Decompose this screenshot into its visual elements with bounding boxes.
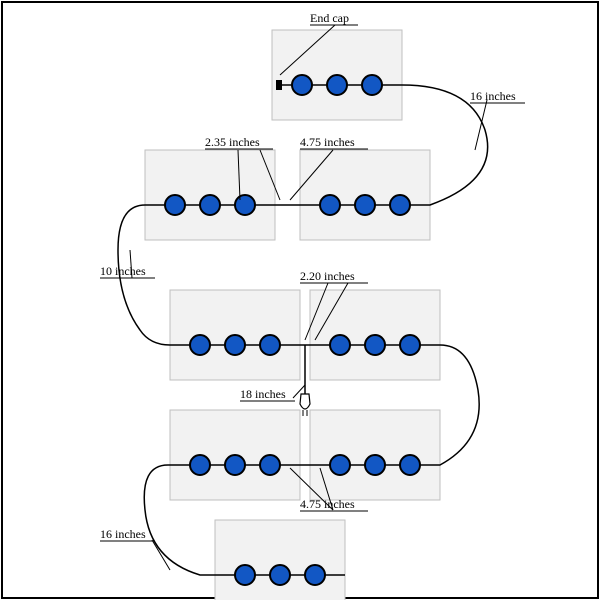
plug-icon [300,394,310,409]
dimension-label: 16 inches [100,527,146,541]
bulb [292,75,312,95]
bulb [330,335,350,355]
bulb [365,335,385,355]
dimension-label: 2.35 inches [205,135,260,149]
bulb [260,335,280,355]
dimension-label: 4.75 inches [300,135,355,149]
dimension-label: 10 inches [100,264,146,278]
bulb [400,455,420,475]
bulb [365,455,385,475]
bulb [190,335,210,355]
bulb [305,565,325,585]
bulb [235,195,255,215]
bulb [225,455,245,475]
bulb [190,455,210,475]
bulb [200,195,220,215]
bulb [320,195,340,215]
dimension-label: End cap [310,11,349,25]
end-cap [276,80,282,90]
bulb [327,75,347,95]
dimension-label: 16 inches [470,89,516,103]
wiring-diagram: End cap 16 inches 2.35 inches 4.75 inches 10… [0,0,600,600]
dimension-label: 2.20 inches [300,269,355,283]
bulb [400,335,420,355]
battery-box [215,520,345,600]
bulb [235,565,255,585]
bulb [330,455,350,475]
dimension-label: 4.75 inches [300,497,355,511]
dimension-label: 18 inches [240,387,286,401]
bulb [390,195,410,215]
bulb [225,335,245,355]
bulb [165,195,185,215]
bulb [270,565,290,585]
bulb [362,75,382,95]
bulb [260,455,280,475]
bulb [355,195,375,215]
